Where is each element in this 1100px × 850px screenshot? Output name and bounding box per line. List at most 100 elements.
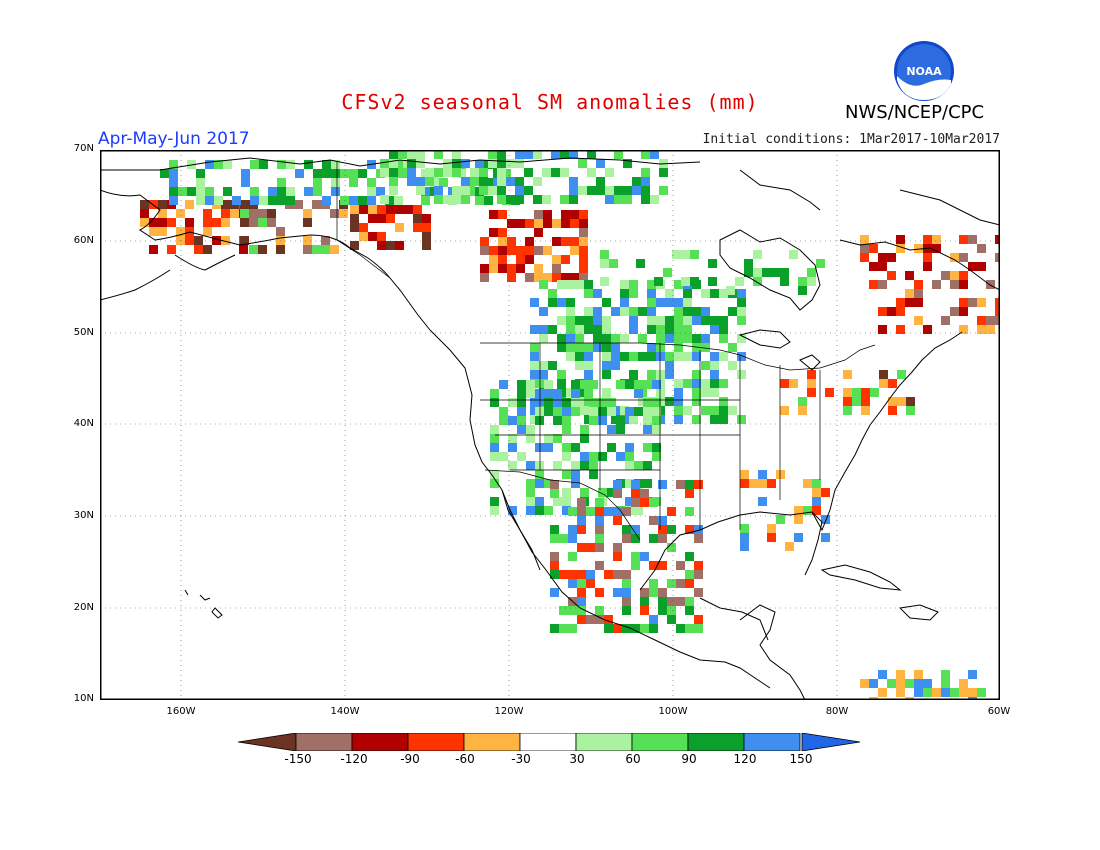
anomaly-cell	[896, 235, 905, 244]
anomaly-cell	[421, 187, 430, 196]
anomaly-cell	[674, 397, 683, 406]
anomaly-cell	[719, 379, 728, 388]
anomaly-cell	[515, 150, 524, 159]
anomaly-cell	[641, 195, 650, 204]
anomaly-cell	[571, 470, 580, 479]
colorbar-swatch	[743, 733, 801, 751]
anomaly-cell	[674, 343, 683, 352]
anomaly-cell	[517, 389, 526, 398]
anomaly-cell	[941, 679, 950, 688]
anomaly-cell	[524, 150, 533, 159]
anomaly-cell	[888, 379, 897, 388]
anomaly-cell	[277, 178, 286, 187]
anomaly-cell	[550, 525, 559, 534]
anomaly-cell	[544, 443, 553, 452]
colorbar-swatch	[575, 733, 633, 751]
anomaly-cell	[604, 615, 613, 624]
anomaly-cell	[584, 289, 593, 298]
anomaly-cell	[812, 506, 821, 515]
anomaly-cell	[539, 334, 548, 343]
anomaly-cell	[385, 196, 394, 205]
anomaly-cell	[571, 380, 580, 389]
anomaly-cell	[570, 273, 579, 282]
anomaly-cell	[223, 160, 232, 169]
anomaly-cell	[577, 588, 586, 597]
anomaly-cell	[758, 497, 767, 506]
anomaly-cell	[896, 244, 905, 253]
anomaly-cell	[577, 615, 586, 624]
anomaly-cell	[649, 615, 658, 624]
colorbar-left-arrow	[238, 733, 297, 751]
anomaly-cell	[665, 370, 674, 379]
anomaly-cell	[665, 316, 674, 325]
anomaly-cell	[861, 406, 870, 415]
anomaly-cell	[584, 406, 593, 415]
anomaly-cell	[941, 316, 950, 325]
anomaly-cell	[552, 237, 561, 246]
anomaly-cell	[674, 280, 683, 289]
anomaly-cell	[692, 397, 701, 406]
anomaly-cell	[544, 407, 553, 416]
anomaly-cell	[258, 245, 267, 254]
anomaly-cell	[692, 334, 701, 343]
anomaly-cell	[861, 397, 870, 406]
anomaly-cell	[499, 416, 508, 425]
anomaly-cell	[959, 280, 968, 289]
anomaly-cell	[968, 688, 977, 697]
anomaly-cell	[377, 205, 386, 214]
anomaly-cell	[656, 370, 665, 379]
anomaly-cell	[595, 543, 604, 552]
anomaly-cell	[349, 178, 358, 187]
anomaly-cell	[584, 397, 593, 406]
anomaly-cell	[598, 488, 607, 497]
anomaly-cell	[586, 615, 595, 624]
anomaly-cell	[566, 298, 575, 307]
anomaly-cell	[878, 688, 887, 697]
anomaly-cell	[286, 196, 295, 205]
anomaly-cell	[650, 150, 659, 159]
anomaly-cell	[584, 352, 593, 361]
anomaly-cell	[667, 579, 676, 588]
anomaly-cell	[611, 334, 620, 343]
anomaly-cell	[950, 280, 959, 289]
anomaly-cell	[767, 533, 776, 542]
colorbar-label: 90	[681, 752, 697, 766]
anomaly-cell	[676, 579, 685, 588]
anomaly-cell	[169, 196, 178, 205]
anomaly-cell	[667, 606, 676, 615]
anomaly-cell	[611, 343, 620, 352]
anomaly-cell	[879, 370, 888, 379]
anomaly-cell	[869, 280, 878, 289]
anomaly-cell	[620, 289, 629, 298]
anomaly-cell	[710, 361, 719, 370]
anomaly-cell	[584, 307, 593, 316]
anomaly-cell	[887, 679, 896, 688]
anomaly-cell	[571, 443, 580, 452]
anomaly-cell	[169, 160, 178, 169]
anomaly-cell	[659, 186, 668, 195]
anomaly-cell	[480, 273, 489, 282]
anomaly-cell	[395, 223, 404, 232]
anomaly-cell	[259, 196, 268, 205]
anomaly-cell	[821, 533, 830, 542]
anomaly-cell	[212, 236, 221, 245]
anomaly-cell	[416, 186, 425, 195]
anomaly-cell	[977, 325, 986, 334]
anomaly-cell	[589, 452, 598, 461]
anomaly-cell	[649, 624, 658, 633]
anomaly-cell	[611, 415, 620, 424]
anomaly-cell	[240, 200, 249, 209]
anomaly-cell	[498, 255, 507, 264]
anomaly-cell	[497, 150, 506, 159]
anomaly-cell	[553, 389, 562, 398]
anomaly-cell	[350, 223, 359, 232]
anomaly-cell	[614, 195, 623, 204]
anomaly-cell	[312, 200, 321, 209]
anomaly-cell	[785, 542, 794, 551]
anomaly-cell	[685, 597, 694, 606]
anomaly-cell	[443, 168, 452, 177]
anomaly-cell	[250, 187, 259, 196]
anomaly-cell	[543, 273, 552, 282]
anomaly-cell	[515, 195, 524, 204]
anomaly-cell	[205, 160, 214, 169]
